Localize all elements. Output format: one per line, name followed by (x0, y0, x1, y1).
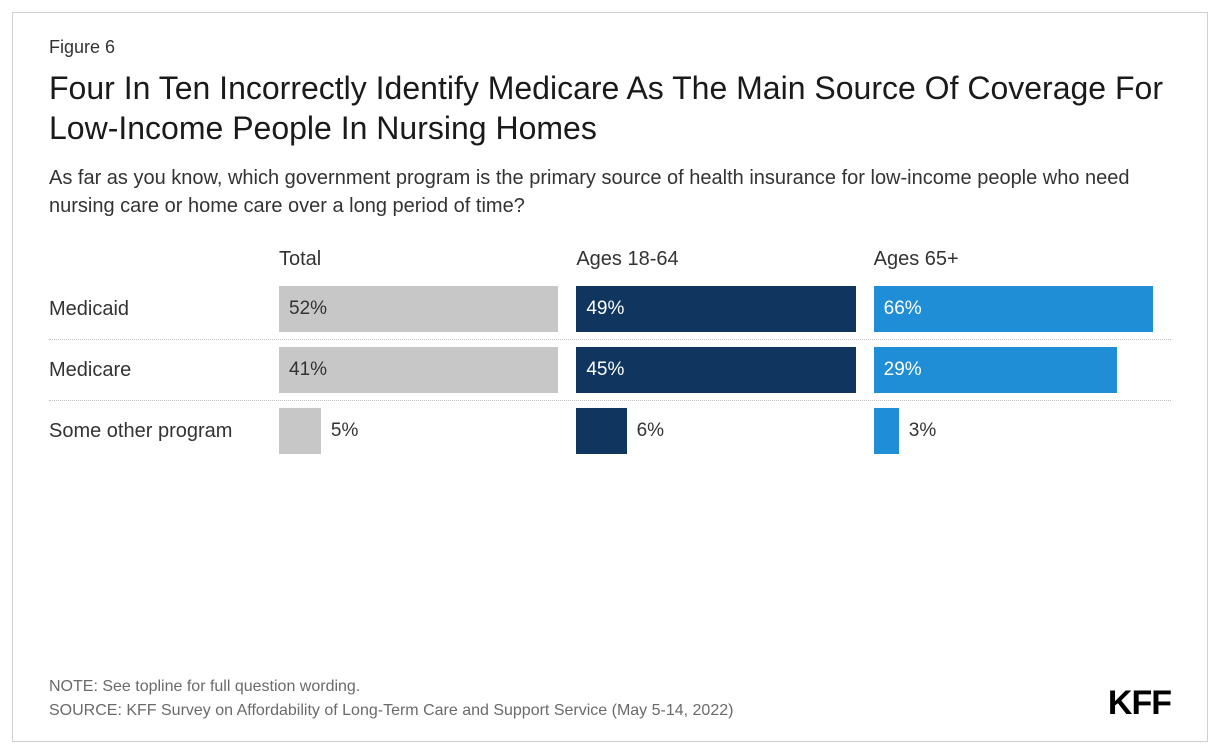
bar-value-label: 45% (586, 359, 624, 381)
bar-wrap: 49% (576, 286, 855, 332)
bar-value-label: 52% (289, 298, 327, 320)
bar-cell: 45% (576, 347, 873, 393)
chart-row: Medicare 41% 45% 29% (49, 340, 1171, 401)
chart-header-row: Total Ages 18-64 Ages 65+ (49, 248, 1171, 271)
bar-cell: 49% (576, 286, 873, 332)
column-header-ages-65-plus: Ages 65+ (874, 248, 1171, 271)
bar-wrap: 41% (279, 347, 558, 393)
bar (279, 408, 321, 454)
bar: 41% (279, 347, 558, 393)
bar: 49% (576, 286, 855, 332)
chart-area: Total Ages 18-64 Ages 65+ Medicaid 52% 49%… (49, 248, 1171, 653)
bar-cell: 29% (874, 347, 1171, 393)
bar-cell: 6% (576, 408, 873, 454)
bar-wrap: 66% (874, 286, 1153, 332)
bar-wrap: 3% (874, 408, 1153, 454)
figure-title: Four In Ten Incorrectly Identify Medicar… (49, 68, 1171, 148)
bar: 45% (576, 347, 855, 393)
bar-cell: 66% (874, 286, 1171, 332)
figure-subtitle: As far as you know, which government pro… (49, 164, 1171, 220)
bar-value-label: 66% (884, 298, 922, 320)
bar-value-label: 41% (289, 359, 327, 381)
figure-footer: NOTE: See topline for full question word… (49, 675, 1171, 723)
bar-wrap: 52% (279, 286, 558, 332)
column-header-total: Total (279, 248, 576, 271)
row-label: Some other program (49, 420, 279, 443)
bar-cell: 5% (279, 408, 576, 454)
bar-cell: 41% (279, 347, 576, 393)
footer-note: NOTE: See topline for full question word… (49, 675, 733, 699)
bar-wrap: 5% (279, 408, 558, 454)
row-label: Medicare (49, 359, 279, 382)
chart-row: Some other program 5% 6% 3% (49, 401, 1171, 461)
row-label: Medicaid (49, 298, 279, 321)
bar (874, 408, 899, 454)
bar-value-label: 6% (637, 420, 664, 442)
bar-wrap: 29% (874, 347, 1153, 393)
footer-source: SOURCE: KFF Survey on Affordability of L… (49, 699, 733, 723)
bar-value-label: 5% (331, 420, 358, 442)
bar: 66% (874, 286, 1153, 332)
figure-label: Figure 6 (49, 37, 1171, 58)
figure-container: Figure 6 Four In Ten Incorrectly Identif… (12, 12, 1208, 742)
column-header-ages-18-64: Ages 18-64 (576, 248, 873, 271)
chart-row: Medicaid 52% 49% 66% (49, 279, 1171, 340)
bar: 29% (874, 347, 1117, 393)
bar-wrap: 45% (576, 347, 855, 393)
bar-value-label: 3% (909, 420, 936, 442)
bar-cell: 52% (279, 286, 576, 332)
header-spacer (49, 248, 279, 271)
chart-rows: Medicaid 52% 49% 66% Medicare 41% 45% 29% Some o… (49, 279, 1171, 461)
kff-logo: KFF (1108, 684, 1171, 723)
bar: 52% (279, 286, 558, 332)
bar-value-label: 49% (586, 298, 624, 320)
bar-wrap: 6% (576, 408, 855, 454)
bar-value-label: 29% (884, 359, 922, 381)
footer-text: NOTE: See topline for full question word… (49, 675, 733, 723)
bar (576, 408, 626, 454)
bar-cell: 3% (874, 408, 1171, 454)
